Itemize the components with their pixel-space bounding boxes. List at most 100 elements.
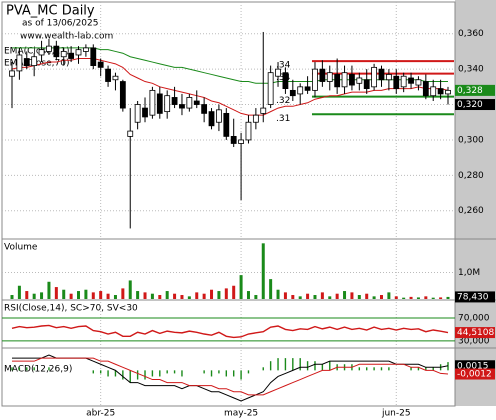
candle-body	[408, 77, 414, 84]
histogram-bar	[232, 370, 235, 377]
price-tag-label: 0,320	[457, 100, 483, 110]
histogram-bar	[417, 367, 420, 371]
volume-bar	[402, 297, 406, 299]
candle-body	[82, 47, 89, 52]
y-tick-label: 30,000	[458, 336, 490, 346]
histogram-bar	[210, 370, 213, 377]
volume-bar	[180, 295, 184, 299]
candle-body	[334, 74, 341, 88]
candle-body	[356, 77, 363, 84]
volume-bar	[254, 295, 258, 299]
chart-title: PVA_MC Daily	[6, 4, 95, 19]
candle-body	[267, 72, 274, 105]
x-tick-label: may-25	[224, 409, 258, 419]
histogram-bar	[321, 364, 324, 371]
candle-body	[437, 88, 444, 95]
candle-body	[260, 107, 267, 114]
volume-bar	[343, 291, 347, 299]
volume-bar	[357, 295, 361, 299]
histogram-bar	[432, 367, 434, 371]
candle-body	[282, 72, 289, 90]
candle-body	[68, 52, 75, 59]
histogram-bar	[247, 370, 250, 374]
candle-body	[326, 72, 333, 82]
histogram-bar	[262, 367, 264, 371]
candle-body	[208, 111, 215, 127]
volume-bar	[91, 292, 95, 299]
level-label: .34	[276, 61, 291, 71]
x-tick-label: jun-25	[381, 409, 411, 419]
candle-body	[304, 86, 311, 91]
histogram-bar	[306, 361, 309, 371]
histogram-bar	[166, 370, 168, 374]
volume-bar	[62, 289, 66, 299]
volume-bar	[173, 293, 177, 299]
candle-body	[385, 74, 392, 81]
histogram-bar	[122, 370, 124, 380]
price-tag	[455, 327, 495, 339]
candle-body	[164, 95, 171, 113]
candle-body	[275, 68, 281, 77]
volume-bar	[77, 291, 81, 299]
candle-body	[127, 130, 134, 137]
volume-bar	[113, 295, 117, 299]
rsi-line	[11, 324, 449, 339]
volume-bar	[84, 289, 88, 299]
level-label: .31	[276, 114, 290, 124]
histogram-bar	[373, 367, 375, 371]
histogram-bar	[151, 370, 154, 377]
volume-bar	[165, 291, 169, 299]
price-tag-label: 0,328	[457, 86, 483, 96]
volume-bar	[320, 292, 324, 299]
candle-body	[289, 89, 296, 97]
volume-bar	[269, 279, 273, 299]
price-tag	[455, 368, 495, 380]
volume-bar	[40, 292, 44, 299]
volume-bar	[128, 280, 132, 299]
volume-bar	[106, 293, 110, 299]
candle-body	[363, 79, 370, 90]
candle-body	[193, 100, 200, 105]
candle-body	[230, 135, 237, 144]
volume-bar	[261, 243, 265, 299]
volume-bar	[32, 293, 36, 299]
candle-body	[179, 104, 185, 109]
volume-bar	[328, 296, 332, 299]
volume-bar	[335, 293, 339, 299]
source: www.wealth-lab.com	[20, 32, 113, 42]
candle-body	[9, 70, 15, 77]
volume-bar	[283, 292, 287, 299]
volume-bar	[158, 295, 162, 299]
y-tick-label: 70,000	[458, 314, 490, 324]
volume-bar	[99, 291, 103, 299]
histogram-bar	[136, 370, 139, 380]
price-tag	[455, 99, 495, 111]
candle-body	[445, 89, 451, 95]
histogram-bar	[48, 367, 50, 371]
candle-body	[134, 104, 141, 123]
candle-body	[201, 104, 208, 114]
candle-body	[252, 114, 259, 123]
candle-body	[223, 112, 230, 137]
histogram-bar	[388, 367, 390, 371]
volume-bar	[232, 285, 236, 299]
price-tag	[455, 291, 495, 303]
volume-bar	[246, 291, 250, 299]
histogram-bar	[99, 370, 102, 374]
candle-body	[23, 58, 30, 66]
price-tag	[455, 360, 495, 372]
volume-bar	[424, 296, 428, 299]
candle-body	[38, 49, 45, 56]
candle-body	[171, 97, 178, 105]
volume-bar	[394, 296, 398, 299]
volume-bar	[365, 293, 369, 299]
candle-body	[319, 68, 326, 82]
volume-bar	[372, 296, 376, 299]
volume-bar	[10, 295, 14, 299]
ema-line	[11, 58, 449, 116]
price-tag-label: 44,5108	[457, 328, 494, 338]
x-tick-label: abr-25	[86, 409, 115, 419]
volume-bar	[210, 289, 214, 299]
histogram-bar	[33, 367, 35, 371]
candle-body	[378, 68, 385, 81]
